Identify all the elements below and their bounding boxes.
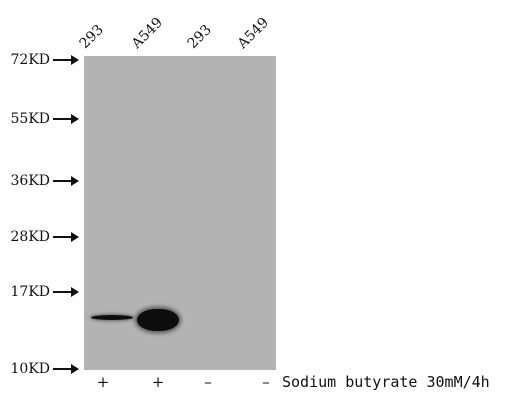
arrow-right-icon xyxy=(53,55,79,65)
arrow-right-icon xyxy=(53,364,79,374)
lane-label-4: A549 xyxy=(234,14,273,52)
marker-10kd: 10KD xyxy=(4,361,79,377)
blot-membrane xyxy=(84,56,276,370)
marker-label: 72KD xyxy=(10,52,51,68)
marker-label: 36KD xyxy=(10,173,51,189)
lane-label-1: 293 xyxy=(76,21,107,52)
marker-28kd: 28KD xyxy=(4,229,79,245)
lane-label-3: 293 xyxy=(184,21,215,52)
protein-band-lane-1 xyxy=(91,315,133,320)
marker-36kd: 36KD xyxy=(4,173,79,189)
marker-17kd: 17KD xyxy=(4,284,79,300)
arrow-right-icon xyxy=(53,287,79,297)
treatment-caption: Sodium butyrate 30mM/4h xyxy=(282,373,490,391)
marker-label: 28KD xyxy=(10,229,51,245)
arrow-right-icon xyxy=(53,176,79,186)
treatment-sign-lane-3: – xyxy=(204,373,212,391)
arrow-right-icon xyxy=(53,232,79,242)
lane-label-2: A549 xyxy=(128,14,167,52)
marker-72kd: 72KD xyxy=(4,52,79,68)
arrow-right-icon xyxy=(53,114,79,124)
treatment-sign-lane-4: – xyxy=(262,373,270,391)
marker-label: 17KD xyxy=(10,284,51,300)
marker-label: 10KD xyxy=(10,361,51,377)
protein-band-lane-2 xyxy=(137,309,179,331)
treatment-sign-lane-1: + xyxy=(96,373,110,391)
marker-55kd: 55KD xyxy=(4,111,79,127)
treatment-sign-lane-2: + xyxy=(151,373,165,391)
marker-label: 55KD xyxy=(10,111,51,127)
